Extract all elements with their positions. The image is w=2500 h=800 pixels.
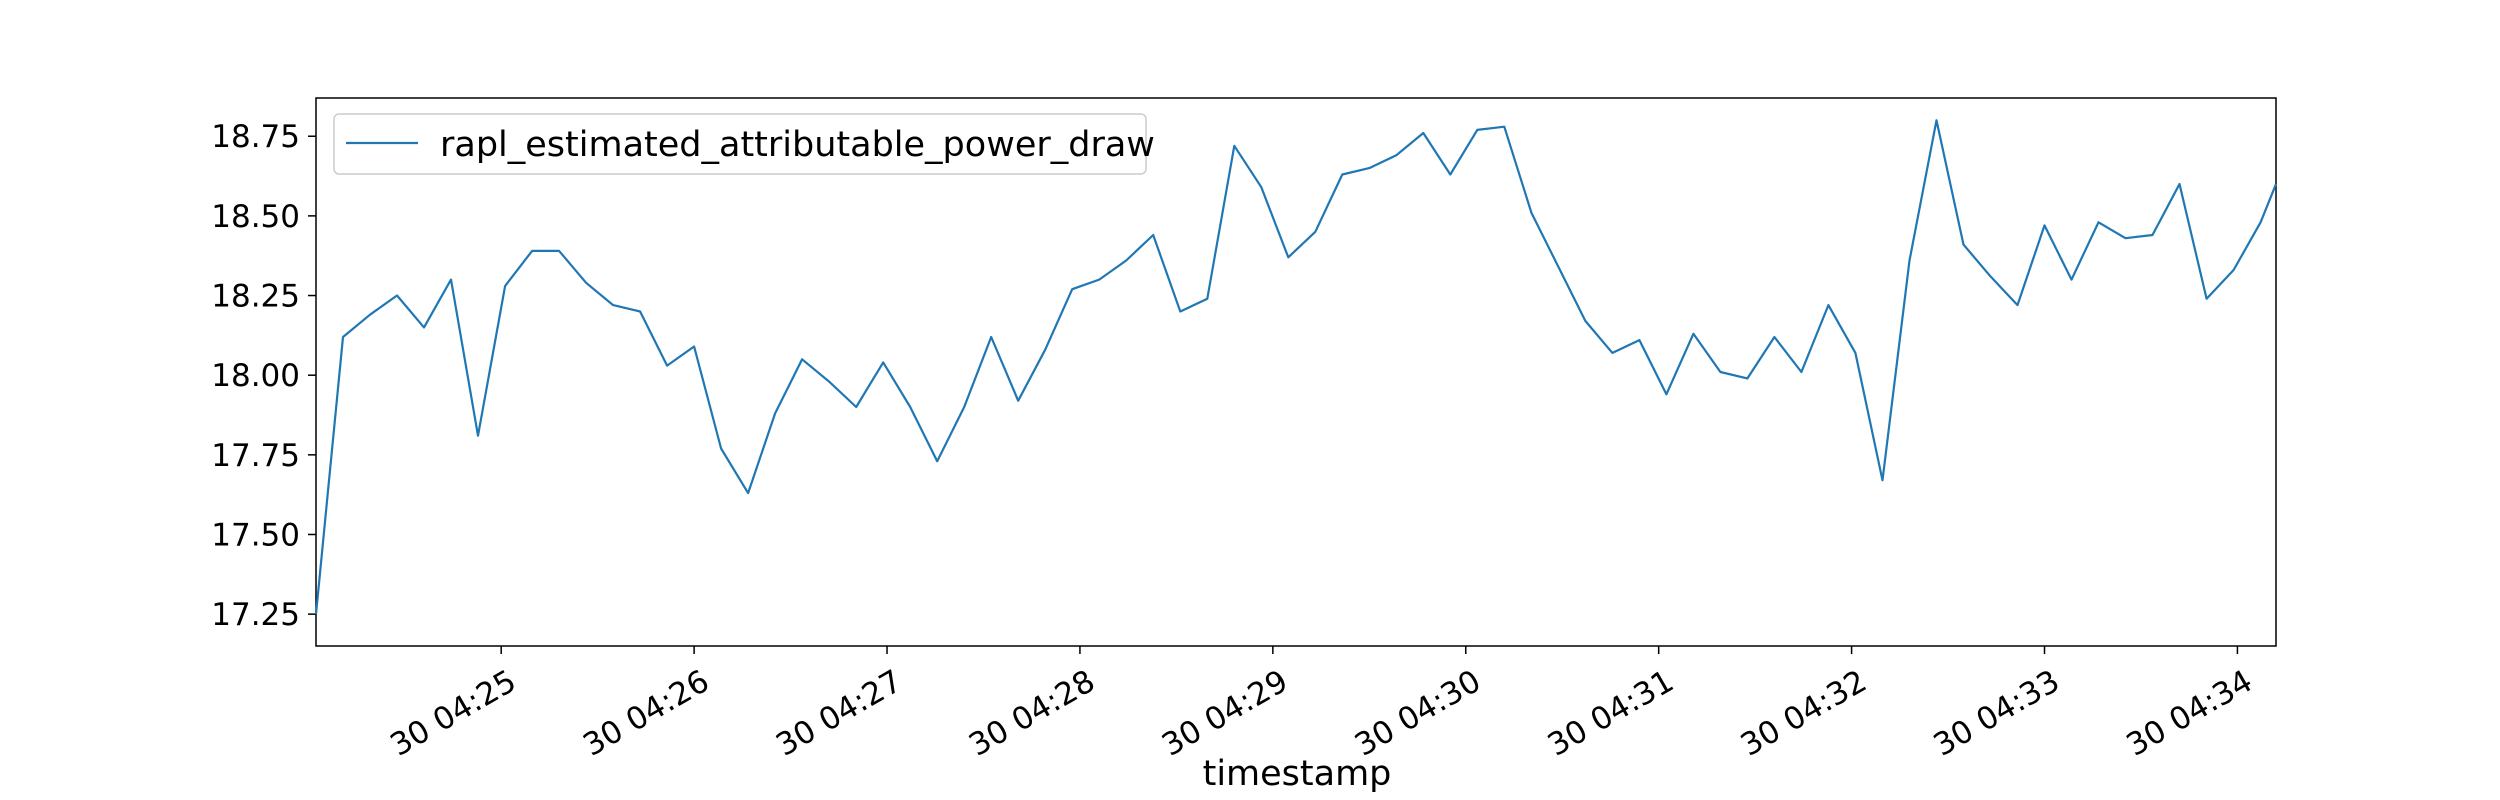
y-tick-label: 18.00 [211,358,300,394]
x-axis-label: timestamp [1203,754,1392,794]
x-tick-label: 30 04:25 [384,663,522,763]
x-tick-label: 30 04:34 [2121,663,2259,763]
x-tick-label: 30 04:32 [1735,663,1873,763]
x-tick-label: 30 04:30 [1349,663,1487,763]
y-axis: 17.25 17.50 17.75 18.00 18.25 18.50 18.75 [211,119,316,633]
series-line [314,119,2278,615]
legend-label: rapl_estimated_attributable_power_draw [440,125,1155,165]
y-tick-label: 18.50 [211,199,300,235]
y-tick-label: 17.50 [211,517,300,553]
plot-area [315,97,2277,647]
x-tick-label: 30 04:27 [770,663,908,763]
x-tick-label: 30 04:33 [1928,663,2066,763]
x-axis: 30 04:25 30 04:26 30 04:27 30 04:28 30 04:29… [384,646,2259,764]
series-layer [314,119,2278,615]
legend: rapl_estimated_attributable_power_draw [333,113,1155,175]
y-tick-label: 17.25 [211,597,300,633]
x-tick-label: 30 04:29 [1156,663,1294,763]
x-tick-label: 30 04:31 [1542,663,1680,763]
y-tick-label: 17.75 [211,438,300,474]
legend-box [333,113,1147,175]
plot-frame [315,97,2277,647]
x-tick-label: 30 04:26 [577,663,715,763]
x-tick-label: 30 04:28 [963,663,1101,763]
y-tick-label: 18.25 [211,279,300,315]
y-tick-label: 18.75 [211,119,300,155]
